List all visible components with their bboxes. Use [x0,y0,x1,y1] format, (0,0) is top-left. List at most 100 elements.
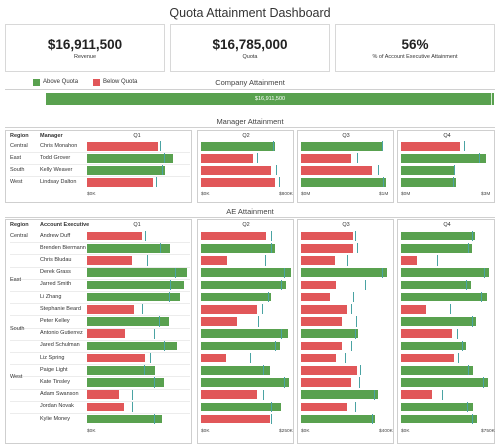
manager-target-q2-chris-monahon [273,141,274,151]
ae-bar-q1-stephanie-beard [87,305,134,314]
manager-q3-tick-1: $1M [379,192,389,197]
company-bar-label: $16,911,500 [254,96,286,102]
manager-target-q4-todd-grover [479,153,481,163]
ae-bar-q3-kate-tinsley [301,378,352,387]
ae-target-q4-peter-kelley [471,316,473,327]
ae-bar-q4-liz-spring [401,353,455,363]
kpi-attainment-label: % of Account Executive Attainment [372,54,458,60]
ae-bar-q4-li-zhang [401,292,487,302]
ae-target-q2-jarred-smith [281,279,283,290]
ae-bar-q4-chris-bludau [401,256,418,265]
ae-target-q3-adam-swanson [373,389,375,400]
manager-region-east: East [10,154,22,161]
company-divider [5,89,495,90]
ae-bar-q3-liz-spring [301,353,336,363]
ae-bar-q4-brenden-biermann [401,244,472,253]
ae-q2-tick-0: $0K [201,429,210,435]
manager-target-q1-chris-monahon [159,141,161,151]
manager-target-q1-lindsay-dalton [155,177,157,187]
legend-below-swatch [93,79,100,86]
ae-bar-q4-antonio-gutierrez [401,329,453,338]
ae-bar-q4-jordan-novak [401,402,473,412]
ae-bar-q3-stephanie-beard [301,305,348,314]
kpi-quota: $16,785,000 Quota [170,24,330,72]
ae-target-q4-kylie-money [471,414,473,425]
ae-row-label-stephanie-beard: Stephanie Beard [40,305,81,312]
ae-row-label-li-zhang: Li Zhang [40,293,62,300]
ae-target-q1-kylie-money [153,414,155,425]
manager-bar-q4-kelly-weaver [401,165,456,175]
dashboard-title: Quota Attainment Dashboard [169,6,331,20]
ae-target-q3-peter-kelley [356,316,358,327]
ae-q2-tick-1: $250K [279,429,293,435]
ae-target-q1-li-zhang [168,292,170,303]
ae-attainment-title: AE Attainment [226,207,274,216]
manager-bar-q1-todd-grover [87,153,173,163]
ae-bar-q3-paige-light [301,366,358,375]
ae-bar-q2-liz-spring [201,353,226,363]
ae-q4-tick-0: $0K [401,429,410,435]
kpi-attainment: 56% % of Account Executive Attainment [335,24,495,72]
ae-target-q3-brenden-biermann [357,243,359,254]
ae-target-q3-liz-spring [344,353,346,364]
ae-row-divider [10,388,190,390]
ae-target-q1-jarred-smith [170,279,172,290]
ae-region-central: Central [10,233,28,239]
ae-bar-q2-peter-kelley [201,317,237,326]
kpi-revenue: $16,911,500 Revenue [5,24,165,72]
ae-bar-q1-kate-tinsley [87,378,164,387]
legend-above-swatch [33,79,40,86]
ae-bar-q3-li-zhang [301,292,330,302]
ae-target-q3-li-zhang [353,292,355,303]
ae-target-q1-adam-swanson [132,389,133,400]
ae-target-q3-derek-grass [381,267,383,278]
ae-target-q1-andrew-duff [145,231,147,242]
ae-target-q4-adam-swanson [441,389,443,400]
kpi-revenue-value: $16,911,500 [47,37,123,52]
manager-region-central: Central [10,142,28,149]
manager-bar-q2-kelly-weaver [201,165,271,175]
ae-target-q3-kylie-money [371,414,373,425]
ae-target-q2-andrew-duff [271,231,273,242]
ae-q1-tick-0: $0K [87,429,96,435]
manager-bar-q4-todd-grover [401,153,487,163]
ae-region-south: South [10,326,25,332]
ae-bar-q4-peter-kelley [401,317,476,326]
ae-target-q3-paige-light [360,365,362,376]
ae-bar-q1-kylie-money [87,414,162,424]
manager-bar-q3-todd-grover [301,153,352,163]
ae-target-q1-derek-grass [175,267,177,278]
ae-row-divider [10,327,190,329]
manager-q3-header: Q3 [342,133,350,139]
ae-target-q2-derek-grass [284,267,286,278]
ae-bar-q4-kylie-money [401,414,477,424]
manager-target-q4-chris-monahon [463,141,465,151]
ae-row-divider [10,242,190,244]
ae-bar-q1-antonio-gutierrez [87,329,126,338]
ae-bar-q2-kate-tinsley [201,378,290,387]
ae-target-q1-peter-kelley [158,316,160,327]
ae-bar-q2-derek-grass [201,268,291,277]
manager-row-label-chris-monahon: Chris Monahon [40,142,78,149]
manager-target-q4-kelly-weaver [453,165,455,175]
manager-q4-tick-1: $3M [481,192,491,197]
ae-bar-q2-paige-light [201,366,270,375]
ae-target-q4-li-zhang [480,292,482,303]
ae-bar-q4-jared-schulman [401,341,467,351]
ae-row-divider [10,400,190,402]
ae-target-q4-chris-bludau [436,255,438,266]
ae-q3-header: Q3 [342,222,350,228]
manager-q4-header: Q4 [443,133,451,139]
ae-row-divider [10,254,190,256]
ae-target-q3-stephanie-beard [351,304,353,315]
ae-bar-q1-adam-swanson [87,390,119,399]
ae-target-q1-chris-bludau [147,255,148,266]
manager-divider [5,127,495,128]
ae-row-divider [10,413,190,414]
manager-target-q2-todd-grover [257,153,258,163]
ae-bar-q1-li-zhang [87,292,181,302]
company-bar [46,93,494,105]
ae-q4-tick-1: $750K [481,429,495,435]
ae-bar-q4-kate-tinsley [401,378,488,387]
ae-region-header: Region [10,222,29,228]
